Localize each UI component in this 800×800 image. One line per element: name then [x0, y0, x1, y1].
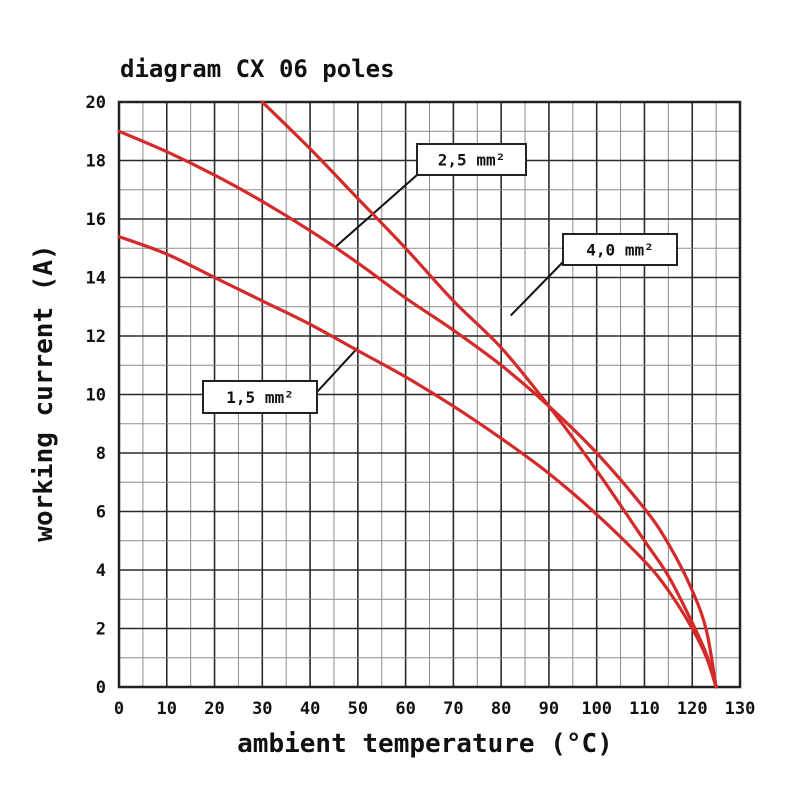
callouts: 2,5 mm² 4,0 mm² 1,5 mm²	[202, 143, 678, 414]
callout-label: 2,5 mm²	[438, 151, 505, 170]
x-axis-title: ambient temperature (°C)	[237, 729, 613, 759]
y-tick-label: 4	[96, 561, 106, 581]
y-axis-title: working current (A)	[29, 244, 59, 541]
x-tick-label: 0	[114, 699, 124, 719]
callout-label: 4,0 mm²	[586, 241, 653, 260]
series-lines	[117, 100, 718, 689]
y-tick-label: 8	[96, 444, 106, 464]
x-tick-label: 130	[725, 699, 756, 719]
y-tick-label: 14	[86, 269, 106, 289]
x-tick-label: 30	[252, 699, 272, 719]
plot-frame	[117, 100, 742, 689]
tick-labels: 0 10 20 30 40 50 60 70 80 90 100 110 120 130 0 2 4 6 8 10 12…	[86, 93, 756, 719]
y-tick-label: 18	[86, 152, 106, 172]
callout-leader-line	[509, 261, 564, 317]
series-line-2	[117, 129, 718, 689]
y-tick-label: 16	[86, 210, 106, 230]
x-tick-label: 60	[395, 699, 415, 719]
x-tick-label: 90	[539, 699, 559, 719]
y-tick-label: 10	[86, 386, 106, 406]
callout-box	[562, 233, 678, 266]
callout-leader-line	[333, 174, 418, 249]
y-tick-label: 2	[96, 620, 106, 640]
callout-box	[202, 380, 318, 414]
x-tick-label: 110	[629, 699, 660, 719]
x-tick-label: 120	[677, 699, 708, 719]
series-line-1	[117, 235, 718, 689]
x-tick-label: 80	[491, 699, 511, 719]
y-tick-label: 12	[86, 327, 106, 347]
x-tick-label: 50	[348, 699, 368, 719]
x-tick-label: 100	[581, 699, 612, 719]
callout-box	[416, 143, 527, 176]
x-tick-label: 40	[300, 699, 320, 719]
series-line-3	[260, 100, 718, 689]
x-tick-label: 70	[443, 699, 463, 719]
callout-leader-line	[316, 347, 359, 393]
y-tick-label: 0	[96, 678, 106, 698]
chart-title: diagram CX 06 poles	[120, 55, 395, 83]
callout-label: 1,5 mm²	[226, 388, 293, 407]
x-tick-label: 10	[157, 699, 177, 719]
y-tick-label: 20	[86, 93, 106, 113]
y-tick-label: 6	[96, 503, 106, 523]
x-tick-label: 20	[204, 699, 224, 719]
